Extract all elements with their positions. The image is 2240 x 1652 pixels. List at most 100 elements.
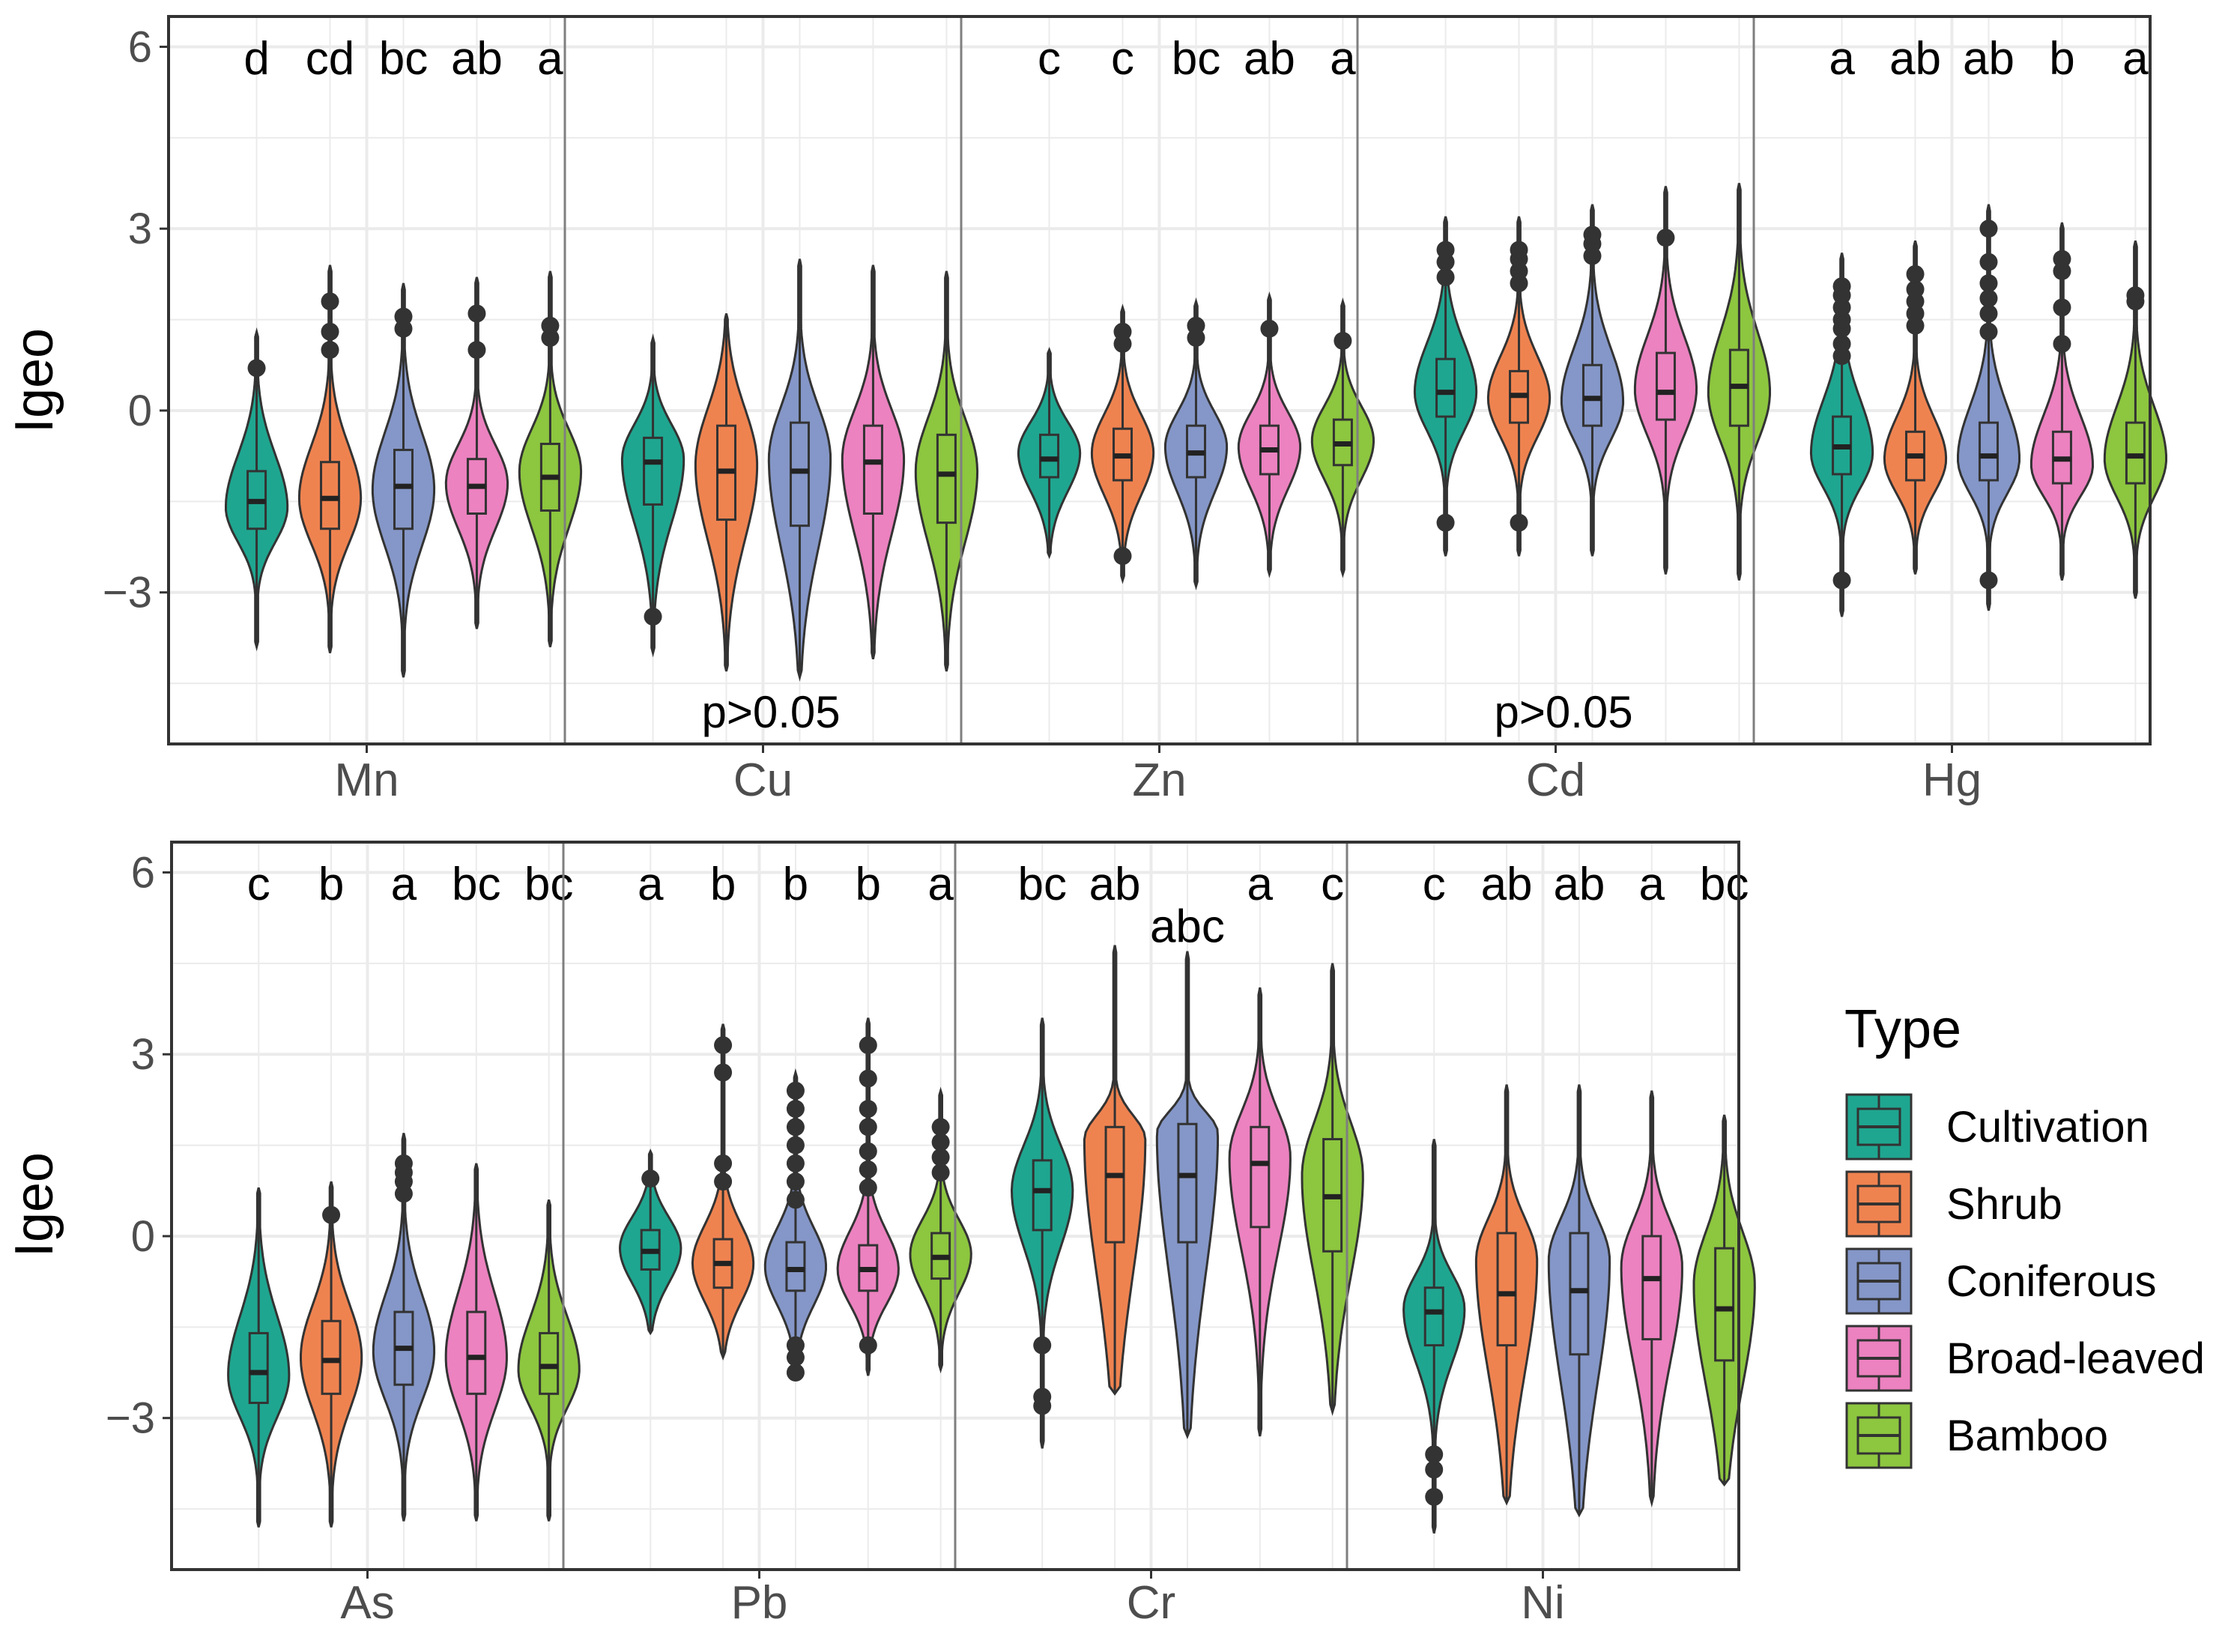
box <box>248 1331 269 1404</box>
panel-zn: c c bc ab aZn <box>960 16 1375 806</box>
x-tick-label: Pb <box>731 1577 788 1629</box>
box <box>1978 421 1999 482</box>
violin-zn-bamboo <box>1310 297 1375 578</box>
violin-pb-cultivation <box>618 1149 682 1336</box>
violin-cu-broad-leaved <box>841 264 906 660</box>
outlier-point <box>2053 334 2071 353</box>
box <box>393 449 414 530</box>
y-tick-label: −3 <box>103 569 152 617</box>
significance-letter: ab <box>1963 33 2015 85</box>
outlier-point <box>321 292 339 311</box>
box <box>1641 1235 1662 1341</box>
box <box>1177 1122 1198 1244</box>
outlier-point <box>1425 1460 1444 1479</box>
significance-letter: ab <box>1481 859 1533 910</box>
outlier-point <box>2053 298 2071 317</box>
significance-letter: a <box>1829 33 1855 85</box>
x-tick-label: Hg <box>1922 754 1982 806</box>
violin-as-shrub <box>300 1181 363 1528</box>
significance-letter: a <box>537 33 563 85</box>
x-tick-label: Cu <box>733 754 793 806</box>
violin-mn-shrub <box>297 264 363 653</box>
violin-hg-cultivation <box>1809 252 1874 617</box>
violin-cd-shrub <box>1486 216 1552 557</box>
box <box>1423 1286 1444 1347</box>
outlier-point <box>1906 264 1925 283</box>
legend-label: Coniferous <box>1946 1257 2156 1306</box>
outlier-point <box>786 1173 805 1191</box>
outlier-point <box>859 1142 877 1161</box>
x-tick-label: Cd <box>1526 754 1585 806</box>
significance-letter: b <box>710 859 736 910</box>
violin-zn-coniferous <box>1163 297 1229 590</box>
outlier-point <box>1979 274 1998 293</box>
outlier-point <box>859 1100 877 1119</box>
significance-letter: c <box>1111 33 1134 85</box>
significance-letter: ab <box>1089 859 1141 910</box>
outlier-point <box>786 1364 805 1382</box>
box <box>1032 1159 1053 1232</box>
violin-ni-cultivation <box>1402 1139 1466 1534</box>
violin-zn-shrub <box>1090 303 1155 584</box>
y-axis-label: Igeo <box>4 328 64 433</box>
outlier-point <box>541 316 560 335</box>
y-tick-label: −3 <box>106 1394 155 1443</box>
violin-as-broad-leaved <box>444 1163 508 1522</box>
box <box>1250 1125 1271 1229</box>
panel-pb: a b b b aPb <box>562 842 972 1629</box>
significance-letter: cd <box>306 33 354 85</box>
legend-label: Shrub <box>1946 1180 2062 1229</box>
violin-cr-coniferous <box>1155 951 1220 1439</box>
violin-as-bamboo <box>517 1199 581 1522</box>
significance-letter: a <box>2122 33 2149 85</box>
violin-hg-broad-leaved <box>2029 222 2095 581</box>
outlier-point <box>1436 267 1455 286</box>
outlier-point <box>1510 513 1528 532</box>
p-value-note: p>0.05 <box>1494 687 1632 737</box>
significance-letter: c <box>247 859 270 910</box>
outlier-point <box>1510 240 1528 259</box>
outlier-point <box>394 1154 413 1173</box>
outlier-point <box>247 359 266 378</box>
outlier-point <box>1656 229 1675 247</box>
outlier-point <box>859 1179 877 1197</box>
violin-cr-cultivation <box>1010 1017 1074 1449</box>
panel-cu: p>0.05 Cu <box>563 16 979 806</box>
significance-letter: a <box>391 859 417 910</box>
outlier-point <box>322 1205 341 1224</box>
legend-key-cultivation: Cultivation <box>1844 1092 2149 1161</box>
legend-key-bamboo: Bamboo <box>1844 1401 2108 1470</box>
significance-letter: bc <box>1700 859 1749 910</box>
outlier-point <box>1425 1445 1444 1464</box>
outlier-point <box>786 1336 805 1355</box>
significance-letter: abc <box>1150 901 1225 953</box>
legend-title: Type <box>1844 999 1961 1059</box>
outlier-point <box>1832 277 1851 296</box>
box <box>1569 1232 1590 1356</box>
outlier-point <box>321 341 339 360</box>
y-tick-label: 0 <box>128 387 152 435</box>
outlier-point <box>1832 571 1851 590</box>
significance-letter: b <box>856 859 881 910</box>
significance-letter: b <box>318 859 344 910</box>
box <box>1714 1247 1735 1362</box>
panel-border <box>167 15 2152 745</box>
panel-cd: p>0.05 Cd <box>1356 16 1771 806</box>
significance-letter: c <box>1423 859 1446 910</box>
significance-letter: b <box>2049 33 2074 85</box>
box <box>785 1241 806 1292</box>
significance-letter: d <box>243 33 269 85</box>
outlier-point <box>644 608 662 626</box>
outlier-point <box>1906 280 1925 299</box>
outlier-point <box>931 1118 950 1137</box>
p-value-note: p>0.05 <box>701 687 840 737</box>
outlier-point <box>1113 322 1132 341</box>
legend-label: Broad-leaved <box>1946 1334 2205 1383</box>
outlier-point <box>1979 289 1998 308</box>
significance-letter: c <box>1321 859 1344 910</box>
outlier-point <box>2053 249 2071 268</box>
y-tick-label: 0 <box>131 1212 155 1261</box>
